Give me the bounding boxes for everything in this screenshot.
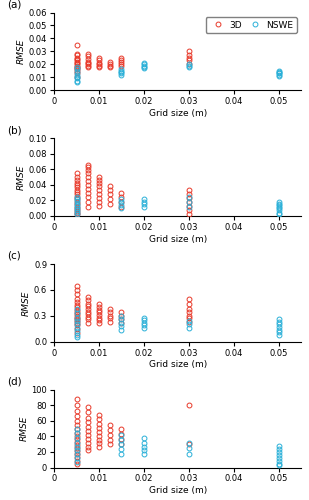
Text: (c): (c)	[7, 251, 21, 261]
X-axis label: Grid size (m): Grid size (m)	[149, 234, 207, 244]
Y-axis label: RMSE: RMSE	[17, 164, 26, 190]
Y-axis label: RMSE: RMSE	[22, 290, 31, 316]
Y-axis label: RMSE: RMSE	[17, 38, 26, 64]
Text: (d): (d)	[7, 376, 22, 386]
Legend: 3D, NSWE: 3D, NSWE	[206, 17, 297, 33]
X-axis label: Grid size (m): Grid size (m)	[149, 109, 207, 118]
X-axis label: Grid size (m): Grid size (m)	[149, 360, 207, 370]
Y-axis label: RMSE: RMSE	[19, 416, 29, 442]
X-axis label: Grid size (m): Grid size (m)	[149, 486, 207, 495]
Text: (a): (a)	[7, 0, 22, 10]
Text: (b): (b)	[7, 125, 22, 135]
